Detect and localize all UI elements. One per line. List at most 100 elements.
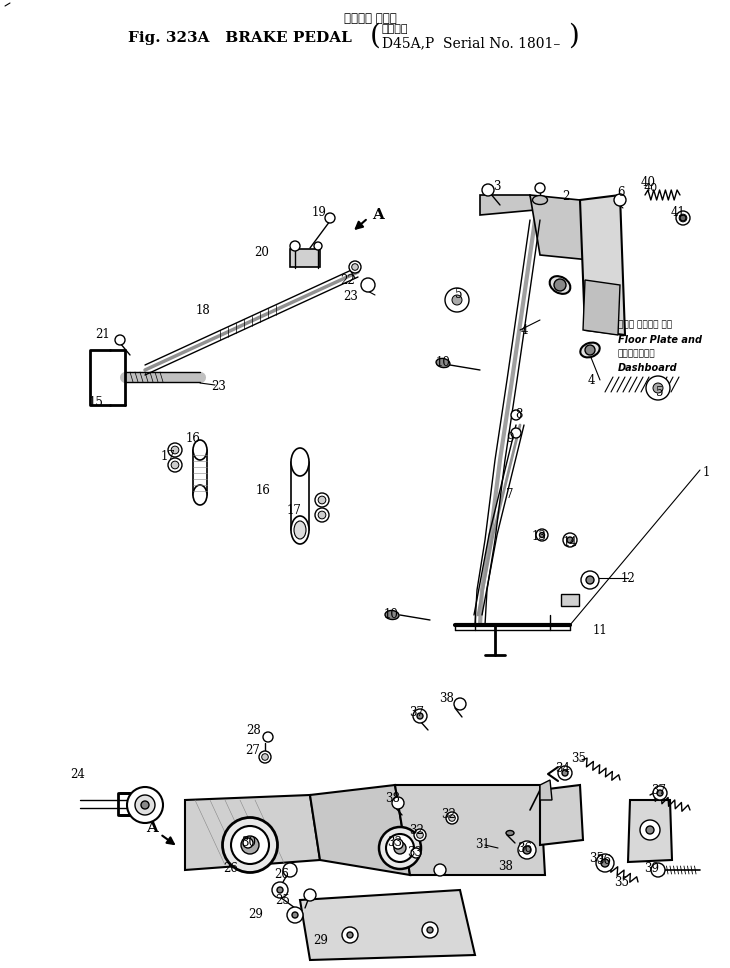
Ellipse shape — [550, 276, 570, 294]
Polygon shape — [628, 800, 672, 862]
Text: 5: 5 — [456, 288, 463, 301]
Text: 26: 26 — [274, 868, 289, 882]
Text: 39: 39 — [645, 862, 659, 875]
Text: 通制号機: 通制号機 — [382, 24, 409, 34]
Text: D45A,P  Serial No. 1801–: D45A,P Serial No. 1801– — [382, 36, 561, 50]
Circle shape — [361, 278, 375, 292]
Text: 13: 13 — [531, 530, 547, 543]
Text: 4: 4 — [587, 375, 595, 387]
Text: 6: 6 — [618, 186, 625, 198]
Circle shape — [558, 766, 572, 780]
Text: 36: 36 — [518, 841, 532, 855]
Circle shape — [449, 815, 456, 821]
Circle shape — [349, 261, 361, 273]
Circle shape — [417, 832, 423, 838]
Circle shape — [646, 376, 670, 400]
Circle shape — [115, 335, 125, 345]
Circle shape — [141, 801, 149, 809]
Ellipse shape — [580, 343, 600, 357]
Text: 24: 24 — [71, 769, 85, 781]
Circle shape — [511, 410, 521, 420]
Text: 16: 16 — [185, 433, 201, 445]
Circle shape — [283, 863, 297, 877]
Circle shape — [277, 887, 283, 893]
Text: ブレーキ ペダル: ブレーキ ペダル — [344, 12, 396, 24]
Text: 34: 34 — [556, 763, 571, 775]
Text: A: A — [146, 821, 158, 835]
Text: 5: 5 — [656, 385, 664, 399]
Text: 22: 22 — [341, 275, 356, 287]
Ellipse shape — [241, 836, 259, 854]
Text: 20: 20 — [255, 247, 269, 259]
Ellipse shape — [506, 831, 514, 835]
Circle shape — [171, 461, 179, 469]
Text: 23: 23 — [344, 289, 358, 302]
Text: 2: 2 — [562, 190, 569, 202]
Text: 32: 32 — [442, 807, 456, 821]
Ellipse shape — [291, 448, 309, 476]
Text: 23: 23 — [212, 379, 226, 392]
Circle shape — [452, 295, 462, 305]
Polygon shape — [583, 280, 620, 335]
Circle shape — [680, 215, 686, 221]
Bar — [561, 594, 579, 606]
Circle shape — [292, 912, 298, 918]
Text: 10: 10 — [383, 608, 399, 620]
Circle shape — [414, 829, 426, 841]
Ellipse shape — [291, 516, 309, 544]
Ellipse shape — [394, 842, 406, 854]
Circle shape — [445, 288, 469, 312]
Circle shape — [342, 927, 358, 943]
Text: 37: 37 — [410, 707, 425, 719]
Circle shape — [318, 497, 326, 504]
Ellipse shape — [231, 826, 269, 864]
Text: 7: 7 — [506, 489, 514, 501]
Polygon shape — [300, 890, 475, 960]
Circle shape — [536, 529, 548, 541]
Circle shape — [127, 787, 163, 823]
Text: 19: 19 — [312, 206, 326, 220]
Circle shape — [315, 493, 329, 507]
Circle shape — [601, 859, 609, 867]
Ellipse shape — [379, 827, 421, 869]
Text: (: ( — [369, 22, 380, 49]
Text: 38: 38 — [385, 793, 401, 805]
Text: 29: 29 — [248, 909, 264, 922]
Polygon shape — [580, 195, 625, 335]
Text: 38: 38 — [499, 861, 513, 873]
Polygon shape — [540, 785, 583, 845]
Text: 36: 36 — [596, 854, 612, 866]
Circle shape — [518, 841, 536, 859]
Ellipse shape — [436, 358, 450, 368]
Text: フロア プレート 及び: フロア プレート 及び — [618, 320, 672, 329]
Text: 10: 10 — [436, 355, 450, 369]
Text: 32: 32 — [410, 825, 424, 837]
Text: 17: 17 — [161, 449, 175, 463]
Text: ダッシュボード: ダッシュボード — [618, 349, 656, 358]
Circle shape — [261, 754, 269, 760]
Text: 27: 27 — [245, 744, 261, 758]
Circle shape — [585, 345, 595, 355]
Text: Fig. 323A   BRAKE PEDAL: Fig. 323A BRAKE PEDAL — [128, 31, 352, 45]
Polygon shape — [530, 195, 590, 260]
Text: ): ) — [567, 22, 578, 49]
Circle shape — [446, 812, 458, 824]
Circle shape — [347, 932, 353, 938]
Circle shape — [287, 907, 303, 923]
Circle shape — [679, 214, 687, 222]
Text: 41: 41 — [671, 206, 685, 220]
Circle shape — [427, 927, 433, 933]
Circle shape — [511, 428, 521, 438]
Circle shape — [171, 446, 179, 454]
Circle shape — [304, 889, 316, 901]
Circle shape — [567, 537, 573, 543]
Circle shape — [352, 263, 358, 270]
Circle shape — [413, 709, 427, 723]
Circle shape — [168, 443, 182, 457]
Circle shape — [676, 211, 690, 225]
Ellipse shape — [193, 485, 207, 505]
Polygon shape — [185, 795, 320, 870]
Circle shape — [596, 854, 614, 872]
Circle shape — [614, 194, 626, 206]
Circle shape — [135, 795, 155, 815]
